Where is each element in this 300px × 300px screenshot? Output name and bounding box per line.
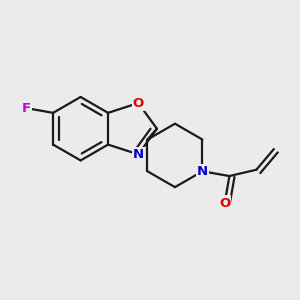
Text: O: O: [219, 196, 230, 209]
Text: O: O: [133, 97, 144, 110]
Text: N: N: [133, 148, 144, 161]
Text: F: F: [22, 102, 31, 115]
Text: N: N: [197, 165, 208, 178]
